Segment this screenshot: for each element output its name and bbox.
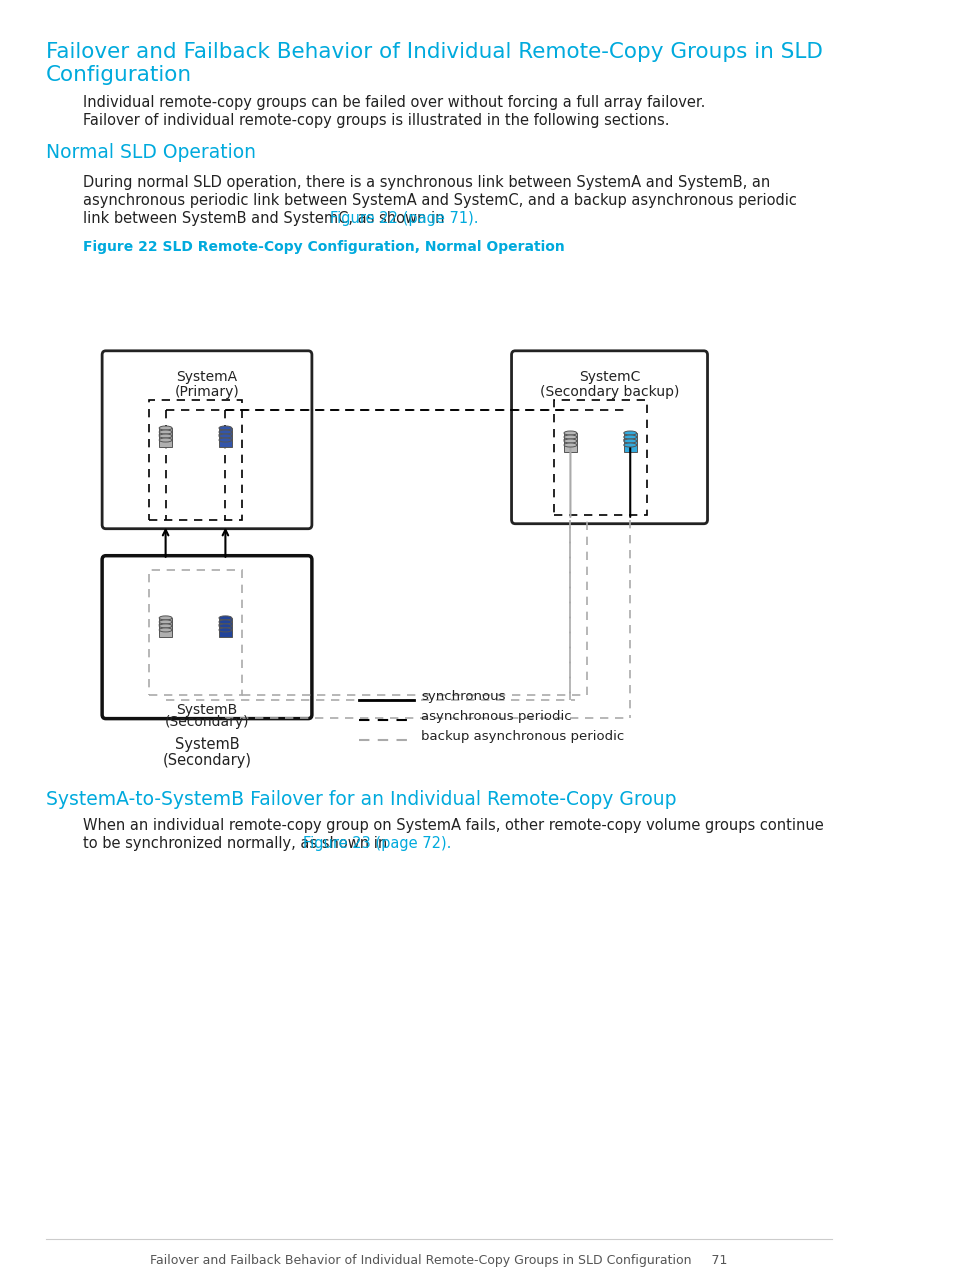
Polygon shape — [219, 622, 232, 629]
Ellipse shape — [623, 435, 636, 438]
Text: (Primary): (Primary) — [174, 385, 239, 399]
Polygon shape — [563, 445, 577, 451]
Ellipse shape — [563, 435, 577, 438]
Ellipse shape — [219, 620, 232, 624]
Polygon shape — [219, 428, 232, 435]
Polygon shape — [563, 437, 577, 444]
Ellipse shape — [159, 628, 172, 632]
Text: Configuration: Configuration — [46, 65, 192, 85]
Polygon shape — [219, 630, 232, 637]
Text: (Secondary): (Secondary) — [162, 752, 252, 768]
Text: Figure 22 (page 71).: Figure 22 (page 71). — [330, 211, 478, 226]
Polygon shape — [219, 625, 232, 633]
Ellipse shape — [219, 628, 232, 632]
Bar — [554, 400, 646, 515]
Ellipse shape — [159, 433, 172, 438]
Polygon shape — [623, 433, 636, 440]
Polygon shape — [219, 436, 232, 442]
Polygon shape — [219, 440, 232, 447]
FancyBboxPatch shape — [102, 555, 312, 718]
Ellipse shape — [219, 623, 232, 627]
Ellipse shape — [563, 438, 577, 444]
Text: backup asynchronous periodic: backup asynchronous periodic — [421, 730, 624, 744]
Text: Figure 22 SLD Remote-Copy Configuration, Normal Operation: Figure 22 SLD Remote-Copy Configuration,… — [83, 240, 564, 254]
Polygon shape — [623, 445, 636, 451]
Ellipse shape — [623, 438, 636, 444]
Text: asynchronous periodic link between SystemA and SystemC, and a backup asynchronou: asynchronous periodic link between Syste… — [83, 193, 796, 208]
Ellipse shape — [219, 426, 232, 430]
Ellipse shape — [623, 431, 636, 435]
Ellipse shape — [623, 437, 636, 442]
Text: Normal SLD Operation: Normal SLD Operation — [46, 142, 255, 161]
Text: synchronous: synchronous — [421, 690, 505, 703]
Ellipse shape — [219, 616, 232, 620]
Ellipse shape — [159, 624, 172, 628]
Ellipse shape — [563, 431, 577, 435]
Polygon shape — [219, 618, 232, 624]
Ellipse shape — [159, 426, 172, 430]
Bar — [149, 400, 242, 520]
Text: asynchronous periodic: asynchronous periodic — [421, 710, 572, 723]
Text: to be synchronized normally, as shown in: to be synchronized normally, as shown in — [83, 835, 392, 850]
Text: Failover of individual remote-copy groups is illustrated in the following sectio: Failover of individual remote-copy group… — [83, 113, 669, 128]
Polygon shape — [159, 622, 172, 629]
Ellipse shape — [219, 438, 232, 442]
Polygon shape — [159, 625, 172, 633]
Ellipse shape — [219, 432, 232, 437]
Bar — [149, 569, 242, 695]
Polygon shape — [159, 432, 172, 438]
Polygon shape — [159, 618, 172, 624]
Ellipse shape — [159, 432, 172, 437]
Text: Failover and Failback Behavior of Individual Remote-Copy Groups in SLD: Failover and Failback Behavior of Indivi… — [46, 42, 822, 62]
Ellipse shape — [159, 623, 172, 627]
Ellipse shape — [563, 437, 577, 442]
Ellipse shape — [219, 624, 232, 628]
Ellipse shape — [159, 620, 172, 624]
Text: Failover and Failback Behavior of Individual Remote-Copy Groups in SLD Configura: Failover and Failback Behavior of Indivi… — [150, 1254, 727, 1267]
Text: SystemB: SystemB — [176, 703, 237, 717]
FancyBboxPatch shape — [511, 351, 707, 524]
Ellipse shape — [159, 616, 172, 620]
Text: SystemA-to-SystemB Failover for an Individual Remote-Copy Group: SystemA-to-SystemB Failover for an Indiv… — [46, 789, 676, 808]
Text: SystemA: SystemA — [176, 370, 237, 384]
Ellipse shape — [219, 430, 232, 433]
Polygon shape — [159, 428, 172, 435]
Text: SystemC: SystemC — [578, 370, 639, 384]
Polygon shape — [219, 432, 232, 438]
Polygon shape — [159, 436, 172, 442]
Ellipse shape — [159, 430, 172, 433]
Text: Individual remote-copy groups can be failed over without forcing a full array fa: Individual remote-copy groups can be fai… — [83, 95, 704, 111]
Text: SystemB: SystemB — [174, 737, 239, 751]
Text: When an individual remote-copy group on SystemA fails, other remote-copy volume : When an individual remote-copy group on … — [83, 817, 822, 833]
Polygon shape — [623, 437, 636, 444]
Polygon shape — [159, 630, 172, 637]
Polygon shape — [159, 440, 172, 447]
FancyBboxPatch shape — [102, 351, 312, 529]
Ellipse shape — [563, 444, 577, 447]
Ellipse shape — [219, 433, 232, 438]
Ellipse shape — [159, 438, 172, 442]
Polygon shape — [623, 441, 636, 447]
Text: link between SystemB and SystemC, as shown in: link between SystemB and SystemC, as sho… — [83, 211, 449, 226]
Polygon shape — [563, 441, 577, 447]
Polygon shape — [563, 433, 577, 440]
Text: During normal SLD operation, there is a synchronous link between SystemA and Sys: During normal SLD operation, there is a … — [83, 175, 769, 189]
Text: (Secondary): (Secondary) — [165, 714, 249, 728]
Text: (Secondary backup): (Secondary backup) — [539, 385, 679, 399]
Ellipse shape — [623, 444, 636, 447]
Text: Figure 23 (page 72).: Figure 23 (page 72). — [303, 835, 452, 850]
